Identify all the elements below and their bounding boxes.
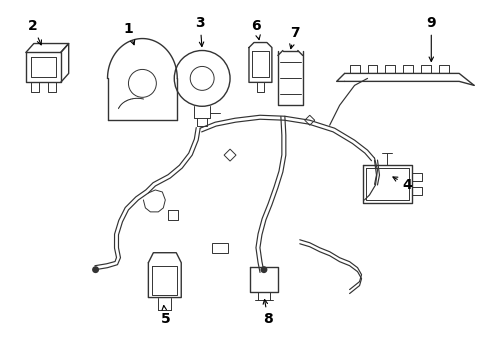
Text: 7: 7 — [289, 26, 299, 49]
Circle shape — [260, 266, 267, 273]
Text: 1: 1 — [123, 22, 135, 45]
Text: 8: 8 — [263, 300, 272, 327]
Text: 5: 5 — [160, 306, 170, 327]
Text: 6: 6 — [251, 19, 260, 40]
Circle shape — [92, 266, 99, 273]
Text: 3: 3 — [195, 15, 204, 46]
Bar — [212, 243, 227, 253]
Text: 2: 2 — [28, 19, 41, 45]
Text: 9: 9 — [426, 15, 435, 62]
Text: 4: 4 — [392, 177, 411, 192]
